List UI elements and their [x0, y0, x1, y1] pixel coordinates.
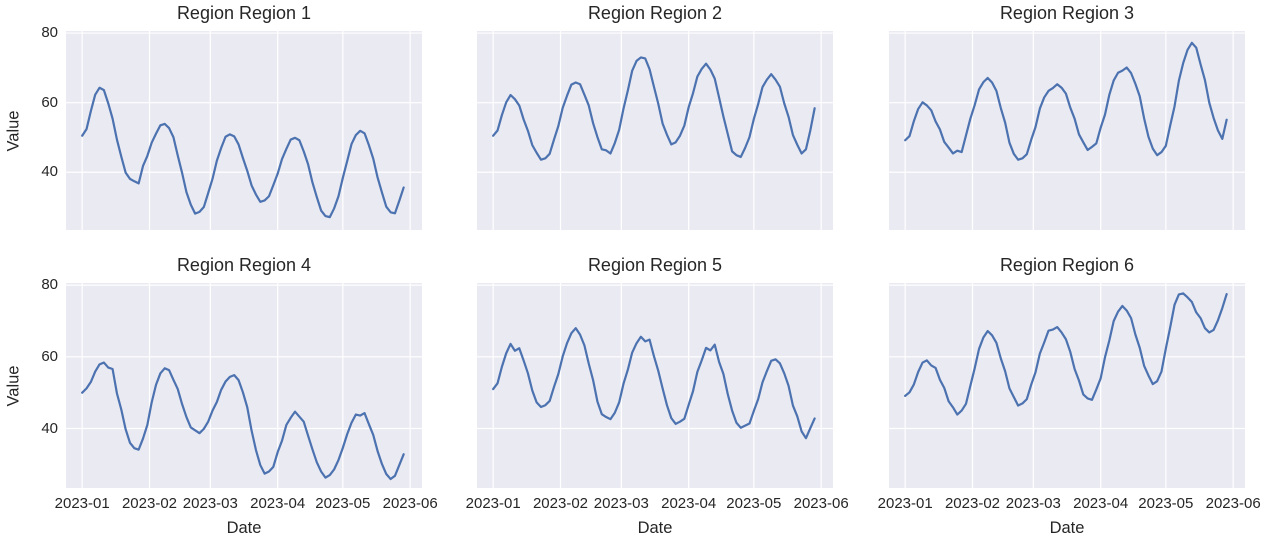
- x-tick-label: 2023-06: [793, 495, 849, 512]
- plot-background: [477, 283, 833, 488]
- plot-background: [477, 31, 833, 230]
- chart-title: Region Region 4: [176, 255, 312, 275]
- chart-title: Region Region 3: [999, 3, 1135, 23]
- value-line-series: [492, 327, 816, 440]
- x-tick-label: 2023-02: [532, 495, 589, 512]
- x-tick-label: 2023-05: [726, 495, 782, 512]
- y-axis-label: Value: [4, 110, 23, 151]
- subplot-region-3: Region Region 3: [889, 3, 1245, 230]
- x-axis-label: Date: [226, 519, 262, 537]
- subplot-region-2: Region Region 2: [477, 3, 833, 230]
- subplot-region-4: Region Region 4 40 60 80 Value 2023-01 2023-0…: [5, 255, 438, 537]
- y-tick-label: 40: [41, 419, 58, 437]
- x-tick-label: 2023-01: [877, 495, 933, 512]
- plot-background: [889, 31, 1245, 230]
- x-tick-label: 2023-06: [382, 495, 438, 512]
- x-tick-label: 2023-01: [465, 495, 521, 512]
- x-tick-label: 2023-03: [1005, 495, 1061, 512]
- x-tick-label: 2023-06: [1205, 495, 1261, 512]
- x-tick-label: 2023-05: [315, 495, 371, 512]
- x-tick-label: 2023-04: [250, 495, 306, 512]
- plot-background: [66, 283, 422, 488]
- chart-title: Region Region 1: [176, 3, 312, 23]
- x-tick-label: 2023-04: [661, 495, 717, 512]
- chart-title: Region Region 2: [587, 3, 723, 23]
- subplot-region-1: Region Region 1 40 60 80 Value: [5, 3, 422, 230]
- x-tick-label: 2023-03: [593, 495, 649, 512]
- value-line-series: [81, 361, 405, 481]
- x-tick-label: 2023-02: [121, 495, 178, 512]
- plot-area: [889, 31, 1245, 230]
- chart-title: Region Region 5: [587, 255, 723, 275]
- x-tick-label: 2023-04: [1073, 495, 1129, 512]
- value-line-series: [904, 292, 1228, 416]
- plot-background: [66, 31, 422, 230]
- y-tick-label: 80: [41, 276, 58, 294]
- x-tick-label: 2023-01: [54, 495, 110, 512]
- y-axis-label: Value: [4, 365, 23, 406]
- plot-background: [889, 283, 1245, 488]
- value-line-series: [904, 41, 1228, 161]
- y-tick-label: 40: [41, 163, 58, 181]
- value-line-series: [81, 86, 405, 219]
- subplot-region-6: Region Region 6 2023-01 2023-02 2023-03 202…: [878, 255, 1261, 537]
- x-axis-label: Date: [637, 519, 673, 537]
- y-tick-label: 60: [41, 347, 58, 365]
- subplot-region-5: Region Region 5 2023-01 2023-02 2023-03 202…: [466, 255, 849, 537]
- y-tick-label: 60: [41, 93, 58, 111]
- plot-area: [889, 283, 1245, 488]
- x-tick-label: 2023-02: [944, 495, 1001, 512]
- plot-area: [477, 283, 833, 488]
- chart-title: Region Region 6: [999, 255, 1135, 275]
- x-tick-label: 2023-05: [1138, 495, 1194, 512]
- value-line-series: [492, 56, 816, 161]
- x-axis-label: Date: [1049, 519, 1085, 537]
- plot-area: [66, 283, 422, 488]
- x-tick-label: 2023-03: [182, 495, 238, 512]
- y-tick-label: 80: [41, 24, 58, 42]
- plot-area: [66, 31, 422, 230]
- plot-area: [477, 31, 833, 230]
